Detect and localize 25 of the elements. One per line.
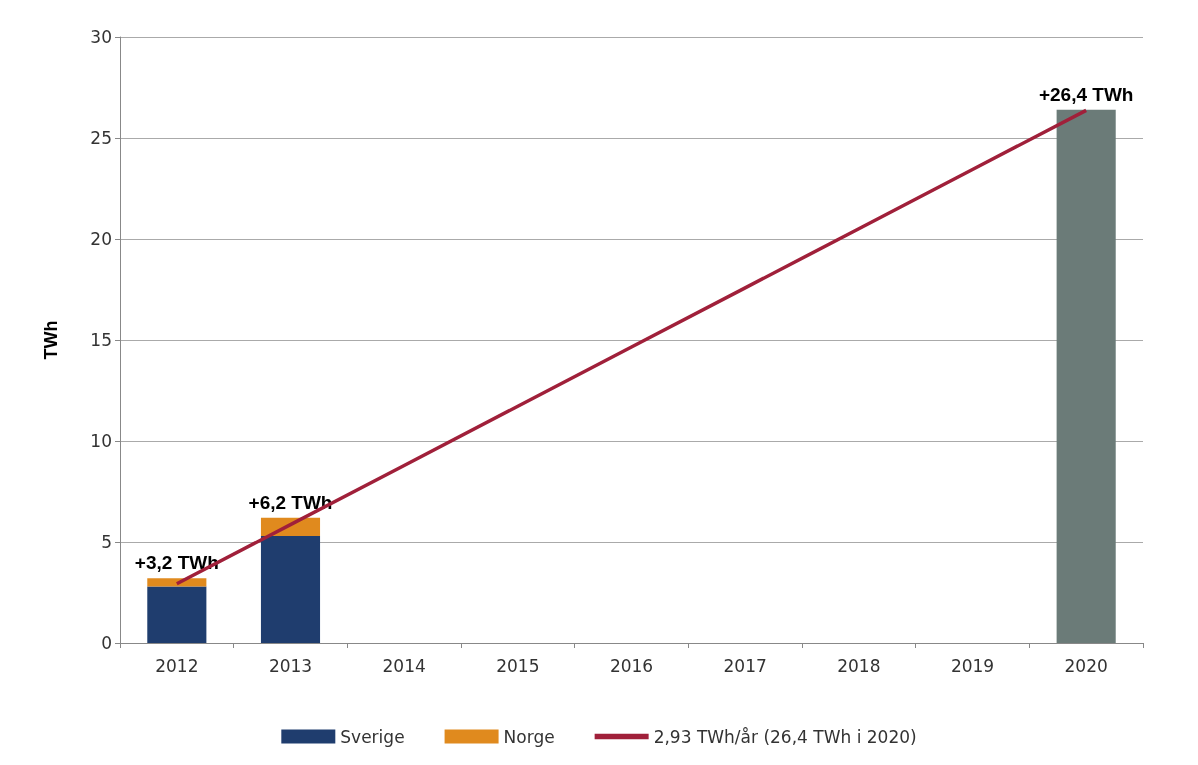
x-tick-label: 2014 <box>382 655 426 676</box>
x-tick-label: 2013 <box>268 655 313 676</box>
legend-label: 2,93 TWh/år (26,4 TWh i 2020) <box>653 726 917 747</box>
y-tick-label: 20 <box>90 229 112 249</box>
x-tick-label: 2017 <box>723 655 767 676</box>
y-tick-label: 5 <box>101 532 112 552</box>
bar <box>260 535 321 643</box>
legend-label: Sverige <box>340 726 405 747</box>
legend-label: Norge <box>503 726 555 747</box>
y-tick-label: 0 <box>101 633 112 653</box>
x-tick-label: 2012 <box>155 655 199 676</box>
line-series <box>175 108 1088 586</box>
bar <box>1056 109 1116 643</box>
annotation: +26,4 TWh <box>1038 83 1134 105</box>
y-tick-label: 25 <box>90 128 112 148</box>
x-tick-label: 2020 <box>1064 655 1108 676</box>
bar <box>147 586 207 643</box>
x-tick-label: 2015 <box>496 655 540 676</box>
y-tick-label: 30 <box>90 27 112 47</box>
x-tick-label: 2016 <box>609 655 654 676</box>
x-tick-label: 2019 <box>950 655 995 676</box>
y-tick-label: 10 <box>90 431 112 451</box>
y-tick-label: 15 <box>90 330 112 350</box>
x-tick-label: 2018 <box>837 655 881 676</box>
y-axis-title: TWh <box>41 320 61 360</box>
